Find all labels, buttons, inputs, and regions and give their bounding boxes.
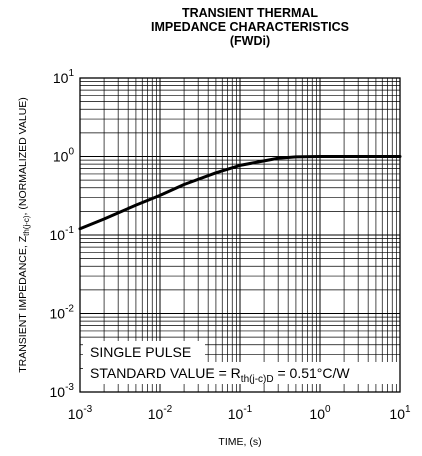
x-tick-exponent: -3 xyxy=(83,404,92,415)
y-tick-base: 10 xyxy=(50,384,66,400)
x-tick-exponent: 0 xyxy=(325,404,331,415)
annotation-standard-suffix: = 0.51°C/W xyxy=(274,365,351,381)
chart-title-line-3: (FWDi) xyxy=(230,34,270,48)
y-tick-base: 10 xyxy=(53,149,69,165)
x-tick-base: 10 xyxy=(389,406,405,422)
y-tick-label: 101 xyxy=(53,68,75,86)
y-tick-base: 10 xyxy=(53,70,69,86)
annotation-standard-value: STANDARD VALUE = Rth(j-c)D = 0.51°C/W xyxy=(90,365,350,385)
y-tick-base: 10 xyxy=(50,306,66,322)
x-tick-label: 100 xyxy=(309,404,331,422)
x-tick-base: 10 xyxy=(148,406,164,422)
annotation-box: SINGLE PULSE STANDARD VALUE = Rth(j-c)D … xyxy=(83,341,400,385)
y-tick-base: 10 xyxy=(50,227,66,243)
plot-frame xyxy=(79,77,401,393)
annotation-single-pulse: SINGLE PULSE xyxy=(90,344,191,360)
x-tick-label: 10-3 xyxy=(68,404,93,422)
x-tick-exponent: -2 xyxy=(163,404,172,415)
y-tick-label: 10-2 xyxy=(50,304,75,322)
y-tick-exponent: -3 xyxy=(65,382,74,393)
x-tick-exponent: 1 xyxy=(405,404,411,415)
y-axis-label-prefix: TRANSIENT IMPEDANCE, Z xyxy=(17,235,29,372)
annotation-standard-sub: th(j-c)D xyxy=(241,374,274,385)
x-tick-base: 10 xyxy=(228,406,244,422)
x-tick-base: 10 xyxy=(68,406,84,422)
series-line xyxy=(78,155,402,231)
y-tick-exponent: 0 xyxy=(68,147,74,158)
chart-title-line-2: IMPEDANCE CHARACTERISTICS xyxy=(151,20,349,34)
y-axis-label-suffix: , (NORMALIZED VALUE) xyxy=(17,97,29,215)
y-axis-label: TRANSIENT IMPEDANCE, Zth(j-c), (NORMALIZ… xyxy=(17,97,31,373)
annotation-standard-prefix: STANDARD VALUE = R xyxy=(90,365,241,381)
x-tick-label: 10-1 xyxy=(228,404,253,422)
x-tick-label: 10-2 xyxy=(148,404,173,422)
y-tick-exponent: -2 xyxy=(65,304,74,315)
x-tick-exponent: -1 xyxy=(243,404,252,415)
x-tick-base: 10 xyxy=(309,406,325,422)
y-tick-exponent: 1 xyxy=(68,68,74,79)
chart-title-line-1: TRANSIENT THERMAL xyxy=(182,6,318,20)
y-tick-label: 10-3 xyxy=(50,382,75,400)
data-series xyxy=(78,155,402,231)
annotation-line2-bg xyxy=(83,362,400,384)
x-axis-label: TIME, (s) xyxy=(218,436,261,448)
y-tick-label: 10-1 xyxy=(50,225,75,243)
annotation-line1-bg xyxy=(83,341,205,362)
y-axis-label-sub: th(j-c) xyxy=(22,215,31,236)
y-tick-label: 100 xyxy=(53,147,75,165)
y-tick-exponent: -1 xyxy=(65,225,74,236)
x-tick-label: 101 xyxy=(389,404,411,422)
